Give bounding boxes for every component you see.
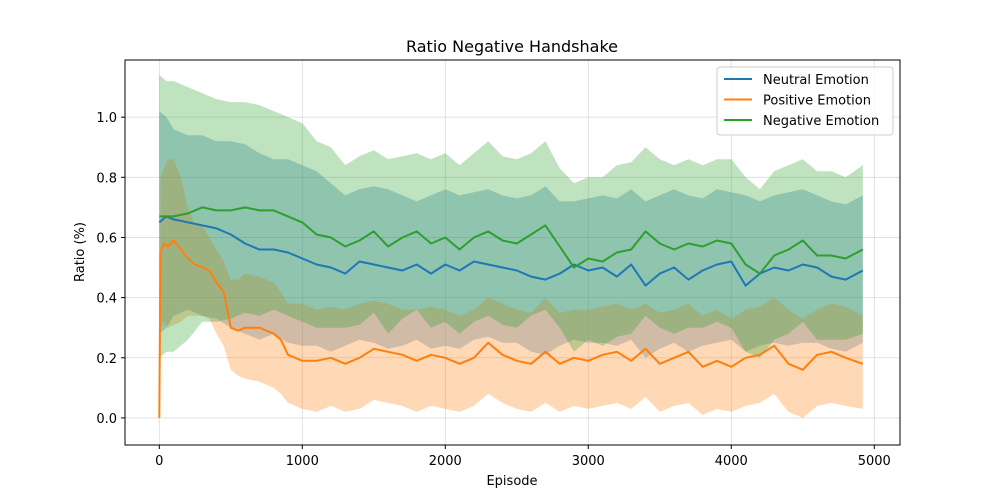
y-tick-label: 1.0 — [96, 111, 117, 126]
x-axis-label: Episode — [486, 474, 537, 489]
legend-box — [716, 66, 894, 136]
x-tick-label: 2000 — [429, 454, 462, 469]
series-lines — [158, 206, 864, 418]
band-series-0 — [159, 111, 863, 358]
legend: Neutral Emotion Positive Emotion Negative … — [716, 66, 894, 136]
x-tick-label: 0 — [155, 454, 163, 469]
line-series-0 — [158, 215, 864, 287]
x-tick-label: 4000 — [715, 454, 748, 469]
y-axis-label: Ratio (%) — [73, 222, 88, 282]
x-tick-label: 1000 — [286, 454, 319, 469]
y-tick-label: 0.6 — [96, 231, 117, 246]
y-tick-label: 0.8 — [96, 171, 117, 186]
y-axis-ticks: 0.0 0.2 0.4 0.6 0.8 1.0 — [96, 111, 125, 427]
y-tick-label: 0.2 — [96, 352, 117, 367]
x-axis-ticks: 0 1000 2000 3000 4000 5000 — [155, 445, 891, 469]
legend-label: Negative Emotion — [763, 114, 879, 129]
y-tick-label: 0.0 — [96, 412, 117, 427]
line-series-2 — [159, 206, 864, 275]
band-series-2 — [159, 75, 863, 358]
x-tick-label: 3000 — [572, 454, 605, 469]
legend-label: Neutral Emotion — [763, 73, 869, 88]
grid — [125, 60, 900, 445]
legend-label: Positive Emotion — [763, 94, 871, 109]
line-series-1 — [158, 239, 864, 418]
x-tick-label: 5000 — [858, 454, 891, 469]
y-tick-label: 0.4 — [96, 292, 117, 307]
chart-title: Ratio Negative Handshake — [406, 37, 618, 56]
plot-frame — [124, 59, 901, 446]
